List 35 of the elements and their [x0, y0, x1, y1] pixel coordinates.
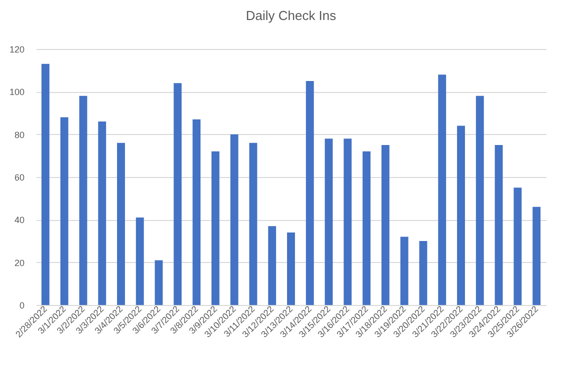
bar	[476, 96, 484, 305]
bar	[457, 126, 465, 305]
bar	[154, 260, 163, 305]
bar	[419, 241, 428, 305]
bar	[438, 74, 446, 305]
bar	[136, 218, 144, 305]
y-tick-label: 80	[14, 130, 24, 140]
bar	[532, 206, 541, 305]
bar	[174, 83, 182, 305]
chart-title: Daily Check Ins	[246, 8, 337, 23]
y-tick-label: 0	[19, 300, 24, 310]
y-tick-label: 120	[9, 44, 24, 54]
bar	[344, 138, 352, 305]
bar	[514, 188, 522, 305]
y-tick-label: 20	[14, 258, 24, 268]
bar	[211, 151, 220, 305]
bar	[79, 96, 88, 305]
y-tick-label: 40	[14, 215, 24, 226]
bar	[117, 142, 125, 305]
bar	[494, 145, 503, 305]
bar	[268, 226, 276, 305]
y-tick-label: 60	[14, 172, 24, 182]
bar	[287, 232, 295, 305]
bar	[230, 134, 238, 305]
bar	[381, 145, 390, 305]
bar	[324, 138, 333, 305]
bar	[98, 122, 106, 305]
bar	[306, 81, 314, 305]
bar	[192, 119, 201, 305]
bar	[362, 151, 371, 305]
y-tick-label: 100	[9, 87, 24, 98]
bar	[41, 64, 50, 305]
bar	[249, 142, 258, 305]
bar	[400, 236, 408, 305]
bar	[60, 117, 68, 305]
